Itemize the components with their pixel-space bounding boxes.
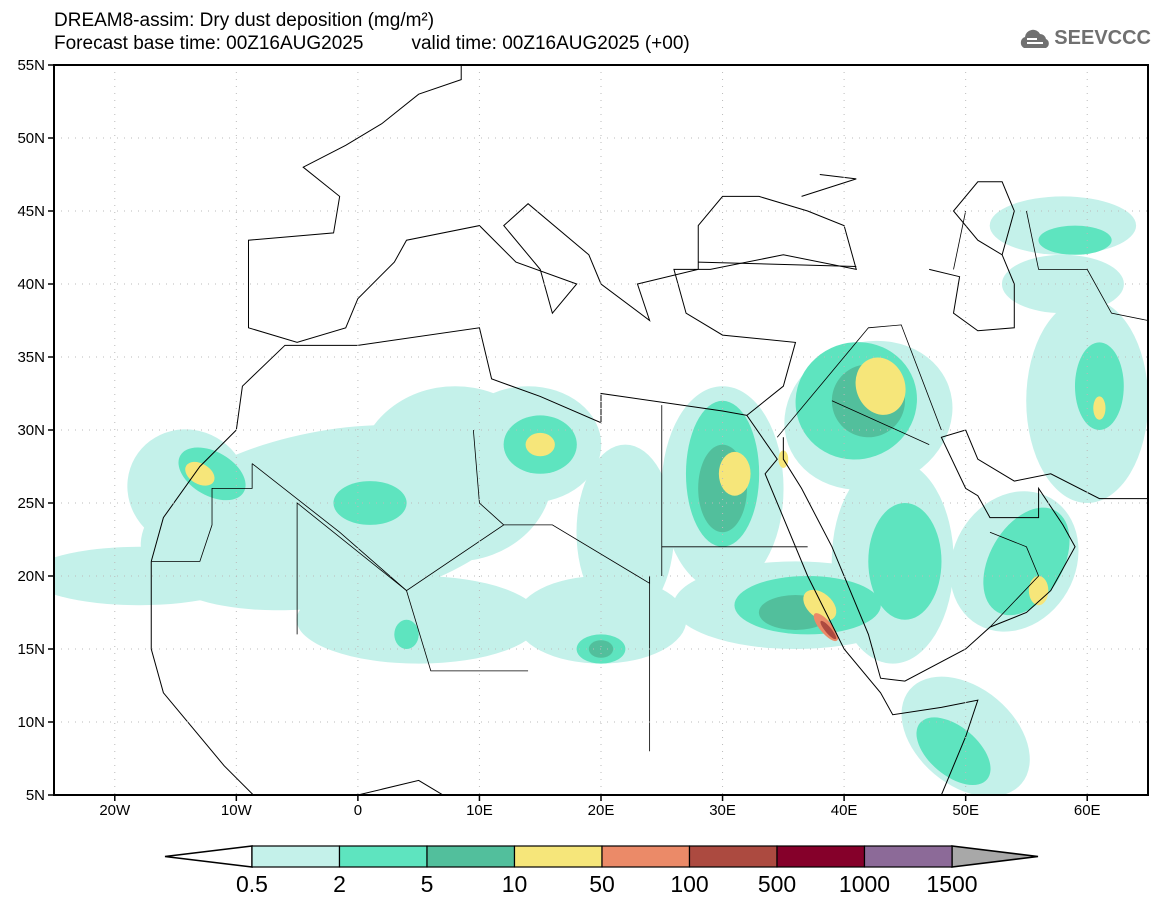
colorbar-label: 500 [758,871,796,897]
dust-contour-level-3 [803,589,837,621]
lat-tick-label: 5N [26,787,45,804]
coastline [746,415,979,795]
lon-tick-label: 10E [466,802,493,819]
dust-contour-level-3 [185,461,215,486]
base-time: Forecast base time: 00Z16AUG2025 [54,33,364,54]
valid-time: valid time: 00Z16AUG2025 (+00) [411,33,690,54]
time-info: Forecast base time: 00Z16AUG2025 valid ti… [54,33,690,55]
coastline [698,261,857,267]
lat-tick-label: 50N [17,130,45,147]
colorbar-segment [251,845,341,868]
colorbar-label: 1500 [926,871,977,897]
seevccc-logo: SEEVCCC [1018,27,1151,50]
dust-contour-level-3 [1028,576,1049,606]
dust-contour-level-5 [820,620,837,640]
logo-text: SEEVCCC [1054,27,1151,49]
dust-contour-level-1 [333,481,407,525]
country-border [953,210,967,270]
colorbar-segment [863,845,953,868]
coastline [929,181,1015,332]
colorbar: 0.5 2 5 10 50 100 500 1000 1500 [164,845,1039,897]
lat-tick-label: 30N [17,422,45,439]
coastline [150,65,857,562]
dust-contour-level-3 [525,432,555,457]
dust-contour-level-1 [394,619,419,650]
colorbar-label: 1000 [839,871,890,897]
colorbar-segment [688,845,778,868]
lon-tick-label: 10W [221,802,253,819]
lat-tick-label: 10N [17,714,45,731]
colorbar-label: 2 [333,871,346,897]
colorbar-label: 10 [502,871,528,897]
colorbar-segment [776,845,866,868]
coastline [782,429,1148,682]
lat-tick-label: 45N [17,203,45,220]
country-border [151,463,253,562]
country-border [296,502,529,672]
colorbar-label: 0.5 [236,871,268,897]
colorbar-over-arrow [951,845,1039,868]
dust-contour-level-3 [855,357,906,415]
lat-tick-label: 25N [17,495,45,512]
country-border [1026,210,1148,321]
country-border [776,324,942,438]
lat-tick-label: 40N [17,276,45,293]
country-border [989,531,1040,628]
dust-contour-level-1 [916,717,991,785]
lon-tick-label: 60E [1074,802,1101,819]
lon-tick-label: 20W [99,802,131,819]
dust-contour-level-1 [1038,225,1112,255]
lat-tick-label: 20N [17,568,45,585]
cloud-icon [1021,29,1050,48]
lat-tick-label: 15N [17,641,45,658]
lon-tick-label: 20E [588,802,615,819]
country-border [472,429,505,526]
dust-contour-level-1 [868,503,942,620]
lon-tick-label: 40E [831,802,858,819]
map-content [54,65,1148,795]
dust-contour-level-0 [515,576,687,664]
colorbar-segment [338,845,428,868]
dust-contour-level-0 [296,576,541,664]
dust-contour-level-3 [1093,396,1106,420]
colorbar-segment [513,845,603,868]
lat-tick-label: 55N [17,57,45,74]
colorbar-under-arrow [164,845,253,868]
coastline [150,561,444,795]
lon-tick-label: 50E [952,802,979,819]
dust-contour-level-3 [718,451,751,496]
colorbar-segment [426,845,516,868]
country-border [831,400,930,445]
coastline [801,174,857,197]
colorbar-segment [601,845,691,868]
colorbar-label: 5 [421,871,434,897]
map-title: DREAM8-assim: Dry dust deposition (mg/m²… [54,10,435,31]
colorbar-label: 100 [670,871,708,897]
lon-tick-label: 0 [354,802,362,819]
colorbar-label: 50 [589,871,615,897]
lat-tick-label: 35N [17,349,45,366]
lon-tick-label: 30E [709,802,736,819]
